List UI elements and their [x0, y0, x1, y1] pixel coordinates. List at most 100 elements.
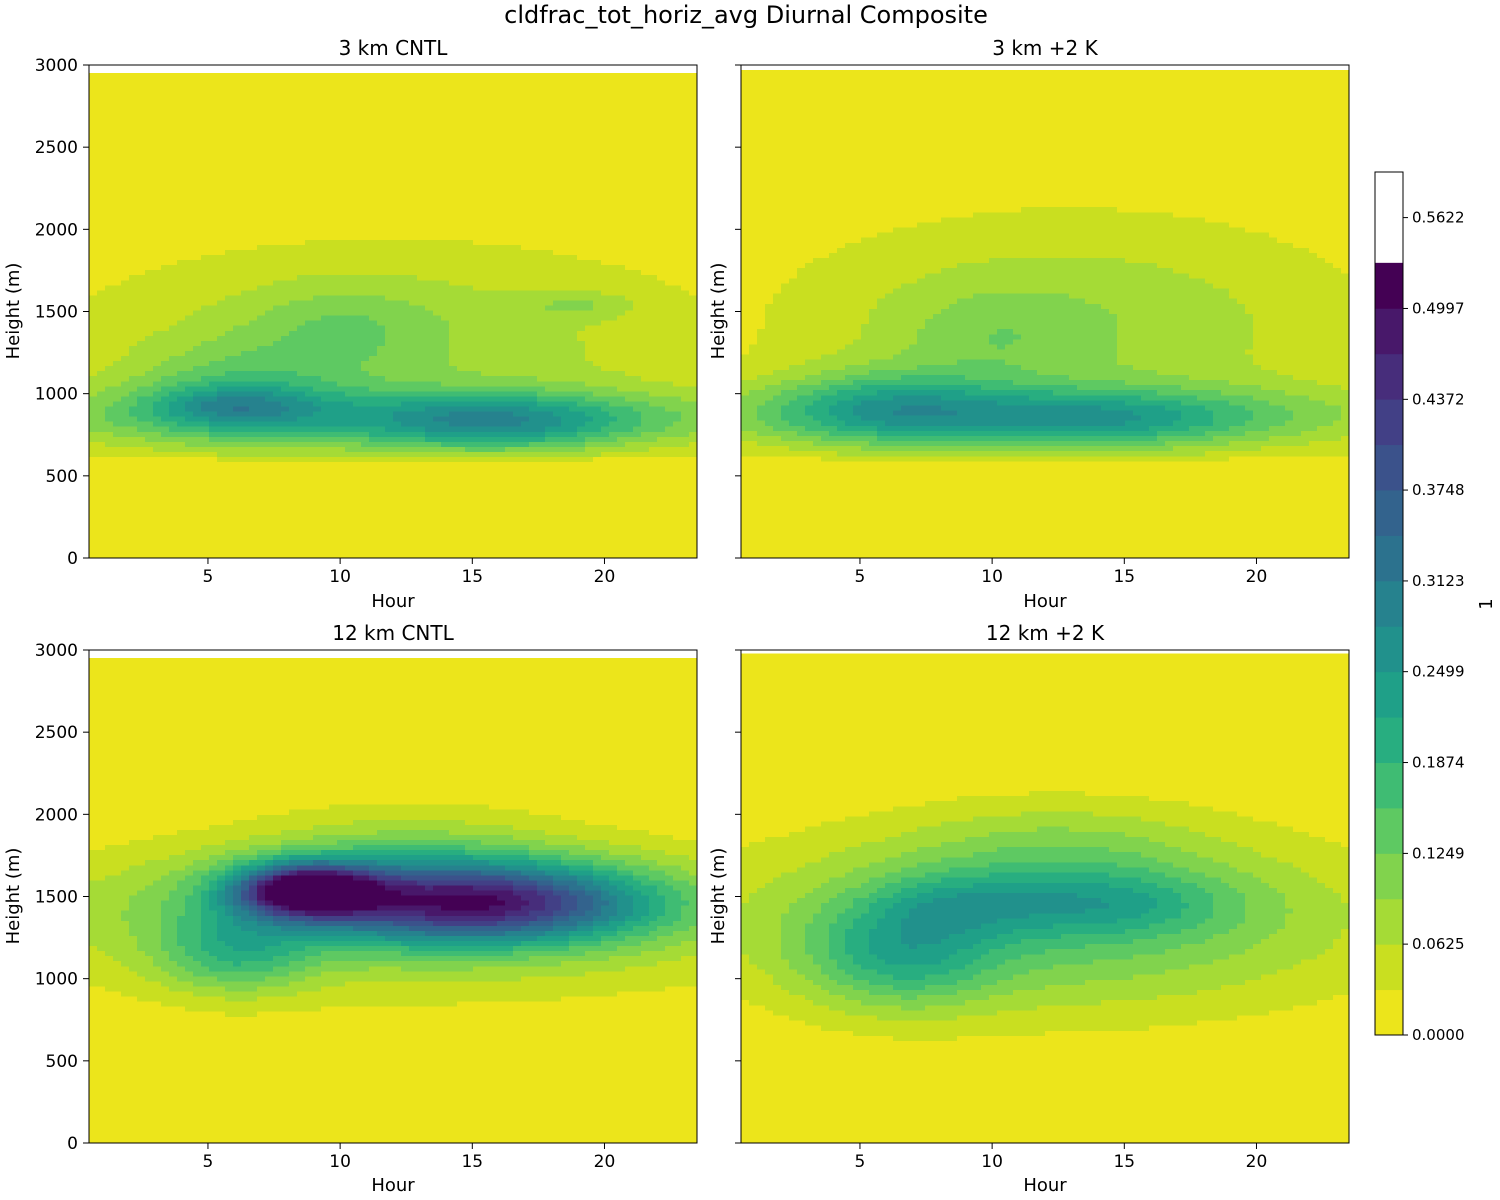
contour-cell	[169, 159, 178, 165]
contour-cell	[121, 447, 130, 453]
contour-cell	[89, 386, 98, 392]
contour-cell	[137, 472, 146, 478]
contour-cell	[89, 417, 98, 423]
contour-cell	[145, 442, 154, 448]
contour-cell	[105, 442, 114, 448]
contour-cell	[113, 235, 122, 241]
contour-cell	[105, 280, 114, 286]
contour-cell	[169, 487, 178, 493]
contour-cell	[169, 543, 178, 549]
contour-cell	[153, 427, 162, 433]
contour-cell	[121, 139, 130, 145]
contour-cell	[121, 432, 130, 438]
contour-cell	[129, 124, 138, 130]
contour-cell	[161, 427, 170, 433]
contour-cell	[145, 452, 154, 458]
contour-cell	[129, 482, 138, 488]
contour-cell	[105, 260, 114, 266]
contour-cell	[121, 240, 130, 246]
contour-cell	[105, 316, 114, 322]
contour-cell	[105, 381, 114, 387]
contour-cell	[105, 523, 114, 529]
contour-cell	[153, 114, 162, 120]
contour-cell	[137, 220, 146, 226]
contour-cell	[153, 104, 162, 110]
contour-cell	[121, 189, 130, 195]
contour-cell	[169, 523, 178, 529]
contour-cell	[161, 129, 170, 135]
contour-cell	[121, 316, 130, 322]
contour-cell	[137, 194, 146, 200]
contour-cell	[145, 341, 154, 347]
contour-cell	[153, 300, 162, 306]
contour-cell	[121, 270, 130, 276]
contour-cell	[153, 169, 162, 175]
contour-cell	[137, 199, 146, 205]
contour-cell	[129, 119, 138, 125]
contour-cell	[145, 205, 154, 211]
contour-cell	[121, 265, 130, 271]
contour-cell	[129, 548, 138, 554]
contour-cell	[97, 240, 106, 246]
contour-cell	[129, 326, 138, 332]
contour-cell	[97, 159, 106, 165]
contour-cell	[153, 422, 162, 428]
contour-cell	[113, 437, 122, 443]
contour-cell	[89, 341, 98, 347]
contour-cell	[137, 538, 146, 544]
contour-cell	[153, 220, 162, 226]
contour-cell	[89, 205, 98, 211]
contour-cell	[169, 482, 178, 488]
contour-cell	[97, 311, 106, 317]
contour-cell	[145, 220, 154, 226]
contour-cell	[161, 341, 170, 347]
contour-cell	[153, 215, 162, 221]
contour-cell	[113, 169, 122, 175]
contour-cell	[121, 119, 130, 125]
contour-cell	[169, 508, 178, 514]
contour-cell	[161, 356, 170, 362]
contour-cell	[113, 134, 122, 140]
contour-cell	[105, 492, 114, 498]
contour-cell	[89, 447, 98, 453]
contour-cell	[97, 321, 106, 327]
contour-cell	[129, 391, 138, 397]
contour-cell	[113, 346, 122, 352]
contour-cell	[129, 73, 138, 79]
contour-cell	[97, 361, 106, 367]
contour-cell	[129, 265, 138, 271]
contour-cell	[129, 366, 138, 372]
contour-cell	[137, 215, 146, 221]
contour-cell	[145, 376, 154, 382]
contour-cell	[169, 230, 178, 236]
contour-cell	[121, 129, 130, 135]
contour-cell	[97, 230, 106, 236]
contour-cell	[121, 502, 130, 508]
contour-cell	[169, 275, 178, 281]
contour-cell	[89, 174, 98, 180]
contour-cell	[129, 78, 138, 84]
contour-cell	[105, 472, 114, 478]
contour-cell	[169, 154, 178, 160]
contour-cell	[129, 194, 138, 200]
contour-cell	[161, 93, 170, 99]
contour-cell	[153, 447, 162, 453]
contour-cell	[121, 482, 130, 488]
contour-cell	[145, 356, 154, 362]
contour-cell	[145, 321, 154, 327]
contour-cell	[161, 189, 170, 195]
contour-cell	[113, 240, 122, 246]
contour-cell	[105, 73, 114, 79]
contour-cell	[177, 164, 186, 170]
contour-cell	[113, 396, 122, 402]
contour-cell	[105, 119, 114, 125]
contour-cell	[153, 412, 162, 418]
contour-cell	[113, 280, 122, 286]
contour-cell	[161, 306, 170, 312]
contour-cell	[161, 321, 170, 327]
contour-cell	[105, 275, 114, 281]
contour-cell	[89, 189, 98, 195]
contour-cell	[105, 331, 114, 337]
contour-cell	[97, 326, 106, 332]
contour-cell	[129, 250, 138, 256]
